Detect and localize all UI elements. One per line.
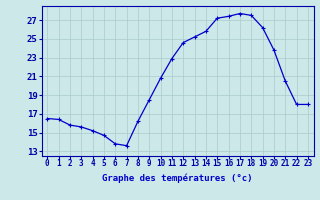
X-axis label: Graphe des températures (°c): Graphe des températures (°c) — [102, 173, 253, 183]
